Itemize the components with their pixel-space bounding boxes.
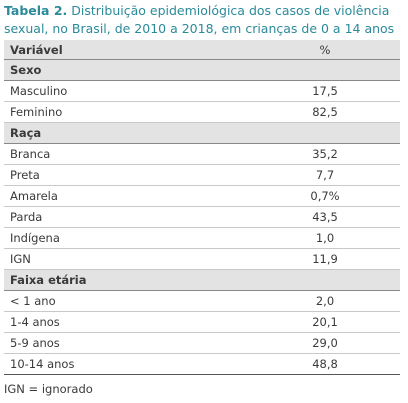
table-cell: 0,7% xyxy=(310,189,340,203)
table-cell: Parda xyxy=(10,210,43,224)
table-cell: 11,9 xyxy=(312,252,338,266)
table-cell: 35,2 xyxy=(312,147,338,161)
table-cell: 17,5 xyxy=(312,84,338,98)
table-cell: Feminino xyxy=(10,105,63,119)
section-name: Faixa etária xyxy=(10,273,87,287)
table-cell: < 1 ano xyxy=(10,294,56,308)
header-cell: Variável xyxy=(10,42,63,57)
table: Variável % Sexo Masculino 17,5 Feminino 82,5… xyxy=(4,40,400,375)
section-name: Raça xyxy=(10,126,42,140)
table-cell: Masculino xyxy=(10,84,68,98)
header-row: Variável % xyxy=(4,40,400,60)
table-row: Feminino 82,5 xyxy=(4,102,400,123)
table-cell: 1-4 anos xyxy=(10,315,60,329)
table-row: 1-4 anos 20,1 xyxy=(4,312,400,333)
table-row: 5-9 anos 29,0 xyxy=(4,333,400,354)
table-title: Tabela 2. Distribuição epidemiológica do… xyxy=(4,2,404,38)
title-label: Tabela 2. xyxy=(4,3,68,18)
section-row: Sexo xyxy=(4,60,400,81)
table-row: Masculino 17,5 xyxy=(4,81,400,102)
footnote: IGN = ignorado xyxy=(4,382,93,396)
table-cell: 48,8 xyxy=(312,357,338,371)
table-cell: 2,0 xyxy=(315,294,335,308)
section-row: Raça xyxy=(4,123,400,144)
table-row: < 1 ano 2,0 xyxy=(4,291,400,312)
table-cell: Preta xyxy=(10,168,40,182)
table-row: Parda 43,5 xyxy=(4,207,400,228)
table-cell: 29,0 xyxy=(312,336,338,350)
table-cell: 43,5 xyxy=(312,210,338,224)
table-cell: Amarela xyxy=(10,189,58,203)
table-cell: 20,1 xyxy=(312,315,338,329)
table-cell: Indígena xyxy=(10,231,60,245)
table-cell: 10-14 anos xyxy=(10,357,75,371)
table-row: Branca 35,2 xyxy=(4,144,400,165)
table-row: Preta 7,7 xyxy=(4,165,400,186)
table-row: Indígena 1,0 xyxy=(4,228,400,249)
section-row: Faixa etária xyxy=(4,270,400,291)
title-text: Distribuição epidemiológica dos casos de… xyxy=(4,3,395,36)
table-cell: 1,0 xyxy=(315,231,335,245)
table-cell: Branca xyxy=(10,147,51,161)
table-cell: 5-9 anos xyxy=(10,336,60,350)
table-cell: 7,7 xyxy=(315,168,335,182)
table-row: Amarela 0,7% xyxy=(4,186,400,207)
table-cell: IGN xyxy=(10,252,31,266)
table-row: 10-14 anos 48,8 xyxy=(4,354,400,375)
table-cell: 82,5 xyxy=(312,105,338,119)
section-name: Sexo xyxy=(10,63,42,77)
header-cell: % xyxy=(319,42,331,57)
table-row: IGN 11,9 xyxy=(4,249,400,270)
